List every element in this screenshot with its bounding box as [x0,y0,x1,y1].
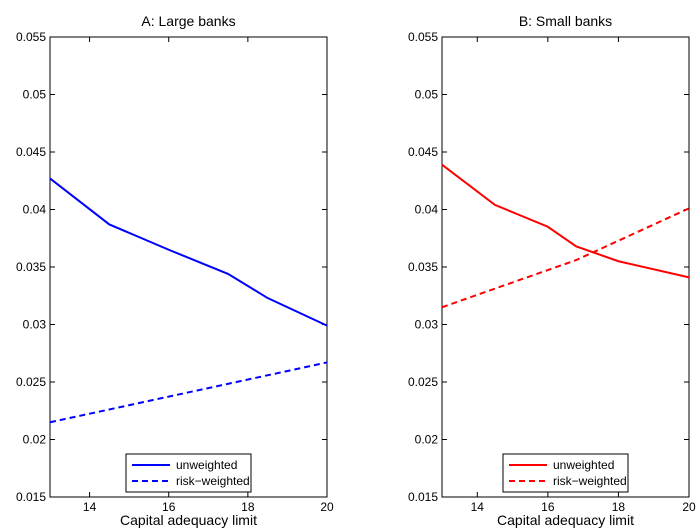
y-tick-label: 0.05 [415,88,439,102]
y-tick-label: 0.015 [16,490,46,504]
y-tick-label: 0.055 [408,30,438,44]
legend-label: unweighted [176,458,237,472]
x-tick-label: 20 [682,500,696,514]
x-axis-label: Capital adequacy limit [497,512,634,528]
y-tick-label: 0.02 [23,433,47,447]
legend-label: risk−weighted [553,474,627,488]
series-line-risk-weighted [49,361,328,424]
x-tick-label: 16 [541,500,555,514]
y-tick-label: 0.035 [16,260,46,274]
x-tick-label: 18 [612,500,626,514]
chart-title: B: Small banks [519,13,612,29]
y-tick-label: 0.025 [408,375,438,389]
legend-label: risk−weighted [176,474,250,488]
chart-title: A: Large banks [141,13,235,29]
x-tick-label: 20 [320,500,334,514]
y-tick-label: 0.025 [16,375,46,389]
x-tick-label: 16 [162,500,176,514]
series-line-risk-weighted [441,207,690,309]
y-tick-label: 0.015 [408,490,438,504]
plot-area-frame [441,36,690,498]
y-tick-label: 0.055 [16,30,46,44]
y-tick-label: 0.035 [408,260,438,274]
legend-box [502,453,629,493]
legend-label: unweighted [553,458,614,472]
x-tick-label: 14 [471,500,485,514]
x-axis-label: Capital adequacy limit [120,512,257,528]
y-tick-label: 0.02 [415,433,439,447]
chart-panel-a: A: Large banks 0.015 0.02 0.025 0.03 0.035 0.0… [16,13,334,528]
y-tick-label: 0.045 [408,145,438,159]
y-tick-label: 0.03 [415,318,439,332]
chart-panel-b: B: Small banks 0.015 0.02 0.025 0.03 0.035 0.0… [408,13,696,528]
y-tick-label: 0.045 [16,145,46,159]
x-tick-label: 14 [83,500,97,514]
y-tick-label: 0.04 [23,203,47,217]
y-tick-label: 0.03 [23,318,47,332]
x-tick-label: 18 [241,500,255,514]
series-line-unweighted [49,177,328,327]
y-tick-label: 0.04 [415,203,439,217]
plot-area-frame [49,36,328,498]
legend: unweighted risk−weighted [125,453,252,493]
series-line-unweighted [441,163,690,279]
y-tick-label: 0.05 [23,88,47,102]
legend: unweighted risk−weighted [502,453,629,493]
legend-box [125,453,252,493]
